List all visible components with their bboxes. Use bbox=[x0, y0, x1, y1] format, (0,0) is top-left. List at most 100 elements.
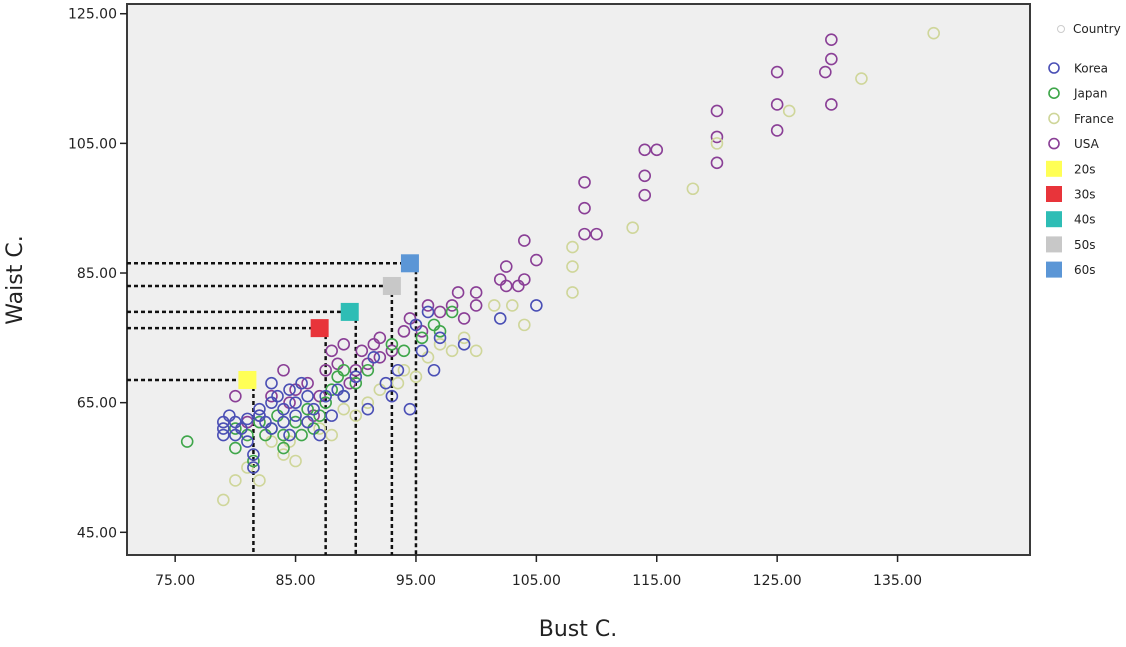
legend-marker-40s bbox=[1046, 211, 1062, 228]
point-usa bbox=[825, 52, 838, 66]
point-korea bbox=[253, 402, 266, 416]
x-tick-label: 115.00 bbox=[632, 573, 681, 589]
point-usa bbox=[530, 253, 543, 267]
point-korea bbox=[307, 402, 320, 416]
point-japan bbox=[397, 344, 411, 358]
legend-marker-japan bbox=[1048, 87, 1060, 99]
point-japan bbox=[180, 435, 194, 448]
legend-label-60s: 60s bbox=[1074, 263, 1096, 277]
point-korea bbox=[379, 376, 393, 390]
point-france bbox=[566, 286, 579, 299]
point-france bbox=[409, 370, 423, 384]
point-usa bbox=[638, 143, 652, 157]
point-korea bbox=[427, 363, 441, 377]
point-japan bbox=[253, 415, 266, 429]
point-france bbox=[518, 318, 531, 332]
point-france bbox=[457, 331, 471, 345]
y-tick-label: 65.00 bbox=[77, 396, 117, 412]
legend-title-marker bbox=[1057, 25, 1065, 33]
point-korea bbox=[349, 370, 363, 384]
y-axis: 45.00 65.00 85.00 105.00 125.00 bbox=[68, 7, 127, 541]
point-usa bbox=[421, 299, 435, 312]
point-korea bbox=[403, 402, 417, 416]
point-france bbox=[337, 402, 351, 416]
point-france bbox=[469, 344, 483, 358]
y-tick-label: 85.00 bbox=[77, 266, 117, 282]
point-usa bbox=[469, 286, 483, 299]
point-japan bbox=[247, 454, 260, 468]
point-usa bbox=[325, 344, 338, 358]
point-korea bbox=[301, 415, 314, 429]
marker-60s bbox=[400, 254, 419, 273]
point-korea bbox=[271, 389, 284, 403]
point-france bbox=[927, 26, 940, 40]
x-tick-label: 85.00 bbox=[276, 573, 316, 589]
point-korea bbox=[283, 428, 296, 442]
point-france bbox=[289, 454, 302, 468]
point-japan bbox=[277, 441, 290, 455]
point-usa bbox=[650, 143, 664, 157]
point-usa bbox=[710, 130, 724, 144]
point-usa bbox=[578, 227, 591, 241]
point-france bbox=[505, 299, 519, 312]
legend-marker-usa bbox=[1048, 137, 1060, 150]
point-korea bbox=[295, 376, 308, 390]
x-tick-label: 125.00 bbox=[753, 573, 802, 589]
x-axis: 75.00 85.00 95.00 105.00 115.00 125.00 135.00 bbox=[155, 555, 922, 589]
legend-title: Country bbox=[1073, 22, 1121, 36]
point-usa bbox=[337, 338, 351, 351]
point-usa bbox=[770, 65, 784, 79]
marker-40s bbox=[340, 302, 359, 321]
point-usa bbox=[373, 331, 387, 345]
point-korea bbox=[283, 383, 296, 397]
legend-label-japan: Japan bbox=[1073, 87, 1107, 101]
point-usa bbox=[499, 279, 513, 293]
point-usa bbox=[518, 273, 531, 286]
point-korea bbox=[385, 389, 399, 403]
point-france bbox=[391, 376, 405, 390]
point-france bbox=[855, 72, 868, 85]
point-france bbox=[433, 338, 447, 351]
point-korea bbox=[409, 318, 423, 332]
point-france bbox=[445, 344, 459, 358]
point-korea bbox=[530, 299, 543, 312]
point-usa bbox=[451, 286, 465, 299]
point-korea bbox=[247, 448, 260, 461]
point-usa bbox=[710, 104, 724, 118]
point-france bbox=[253, 474, 266, 487]
point-france bbox=[686, 182, 700, 196]
legend-label-korea: Korea bbox=[1074, 62, 1108, 76]
point-france bbox=[626, 221, 639, 234]
point-usa bbox=[638, 188, 652, 202]
point-korea bbox=[433, 331, 447, 345]
point-korea bbox=[241, 412, 254, 426]
point-usa bbox=[301, 376, 314, 390]
point-usa bbox=[578, 201, 591, 215]
legend-label-50s: 50s bbox=[1074, 238, 1096, 252]
marker-30s bbox=[310, 319, 329, 338]
marker-20s bbox=[238, 370, 257, 389]
legend-label-usa: USA bbox=[1074, 137, 1100, 151]
point-japan bbox=[277, 428, 290, 442]
x-tick-label: 105.00 bbox=[512, 573, 561, 589]
point-usa bbox=[825, 98, 838, 111]
point-france bbox=[487, 299, 501, 312]
point-usa bbox=[770, 98, 784, 111]
point-japan bbox=[415, 331, 429, 345]
point-usa bbox=[710, 156, 724, 170]
point-korea bbox=[391, 363, 405, 377]
point-france bbox=[217, 493, 230, 507]
point-france bbox=[361, 396, 375, 409]
point-japan bbox=[349, 376, 363, 390]
point-korea bbox=[415, 344, 429, 358]
point-korea bbox=[217, 428, 230, 442]
point-france bbox=[313, 422, 326, 435]
point-korea bbox=[301, 389, 314, 403]
legend-label-20s: 20s bbox=[1074, 162, 1096, 176]
plot-area bbox=[126, 3, 1031, 556]
point-korea bbox=[289, 409, 302, 422]
point-japan bbox=[319, 396, 332, 409]
point-usa bbox=[397, 325, 411, 338]
